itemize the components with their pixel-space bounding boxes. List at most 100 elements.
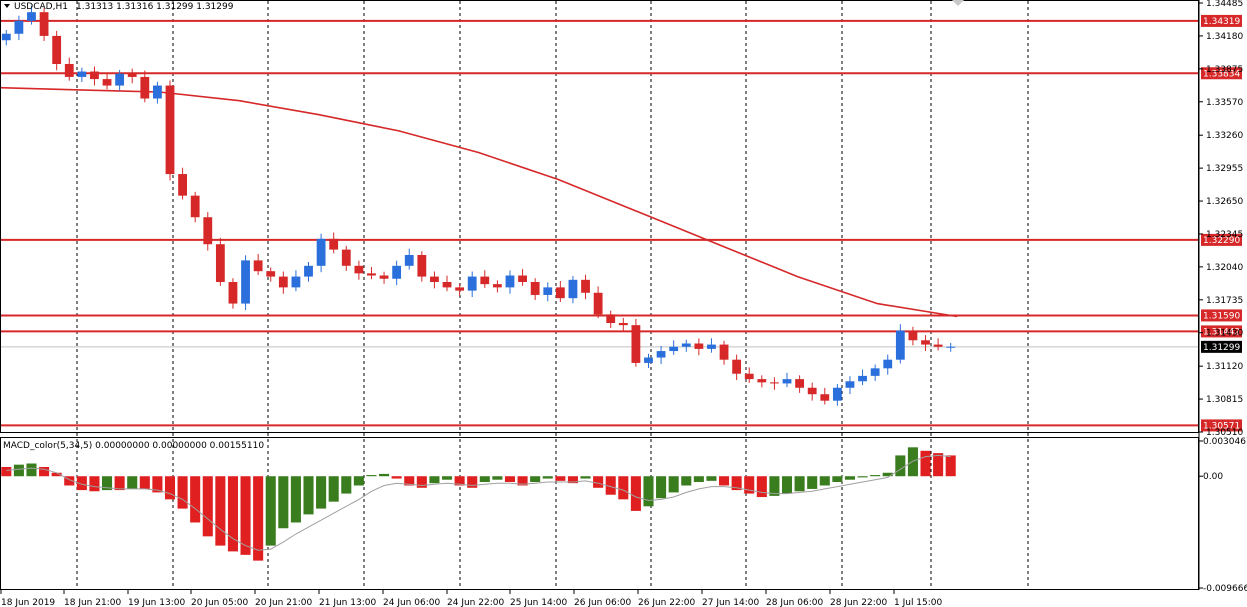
horizontal-levels[interactable]: 1.34319 1.33834 1.32290 1.31590 1.31442 1.305… bbox=[0, 14, 1242, 432]
candle-body bbox=[782, 379, 792, 384]
candle-body bbox=[27, 12, 36, 21]
candle-body bbox=[858, 375, 867, 382]
candle-body bbox=[530, 281, 540, 295]
macd-bar bbox=[643, 476, 654, 507]
macd-bar bbox=[794, 476, 805, 492]
candle-body bbox=[581, 279, 590, 293]
macd-bar bbox=[895, 455, 906, 477]
macd-bar bbox=[316, 476, 327, 509]
price-tick-label: 1.30510 bbox=[1206, 428, 1243, 438]
macd-bar bbox=[832, 476, 843, 483]
macd-bar bbox=[127, 476, 138, 489]
price-tick-label: 1.30815 bbox=[1206, 395, 1243, 405]
macd-bar bbox=[870, 475, 881, 477]
candle-body bbox=[606, 314, 616, 323]
candle-body bbox=[1, 33, 11, 41]
candle-body bbox=[278, 276, 288, 288]
candle-body bbox=[102, 79, 112, 86]
macd-bar bbox=[416, 476, 427, 488]
level-price-label: 1.30571 bbox=[1203, 421, 1240, 431]
macd-signal-line bbox=[6, 454, 951, 551]
macd-bar bbox=[504, 476, 516, 483]
candle-body bbox=[455, 287, 465, 291]
candle-body bbox=[908, 330, 918, 341]
macd-bar bbox=[64, 476, 75, 486]
price-tick-label: 1.34485 bbox=[1206, 0, 1243, 9]
time-tick-label: 21 Jun 13:00 bbox=[319, 598, 376, 607]
candle-body bbox=[241, 260, 250, 304]
time-tick-label: 26 Jun 06:00 bbox=[574, 598, 631, 607]
candle-body bbox=[656, 351, 666, 358]
time-tick-label: 27 Jun 14:00 bbox=[702, 598, 759, 607]
macd-bar bbox=[479, 476, 490, 483]
time-tick-label: 24 Jun 06:00 bbox=[383, 598, 440, 607]
price-tick-label: 1.33570 bbox=[1206, 98, 1243, 108]
macd-bar bbox=[441, 476, 453, 480]
current-price-label: 1.31299 bbox=[1203, 343, 1240, 353]
macd-bar bbox=[164, 476, 176, 500]
level-price-label: 1.33834 bbox=[1203, 69, 1240, 79]
candle-body bbox=[921, 340, 930, 345]
candle-body bbox=[845, 381, 855, 388]
candle-body bbox=[329, 238, 339, 250]
macd-bar bbox=[227, 476, 238, 552]
macd-bar bbox=[857, 476, 868, 478]
symbol-label[interactable]: USDCAD,H1 bbox=[14, 2, 68, 12]
macd-bar bbox=[807, 476, 818, 489]
candle-body bbox=[115, 73, 125, 86]
macd-bar bbox=[454, 476, 465, 486]
candle-body bbox=[832, 387, 842, 401]
macd-bar bbox=[1, 466, 12, 477]
macd-bar bbox=[253, 476, 264, 561]
level-price-tag bbox=[1201, 14, 1242, 27]
candle-body bbox=[341, 249, 351, 266]
candle-body bbox=[618, 322, 628, 326]
time-tick-label: 28 Jun 06:00 bbox=[766, 598, 823, 607]
level-price-label: 1.32290 bbox=[1203, 236, 1240, 246]
candle-body bbox=[140, 76, 150, 99]
macd-bar bbox=[391, 476, 402, 479]
level-price-tag bbox=[1201, 419, 1242, 432]
time-tick-label: 18 Jun 21:00 bbox=[64, 598, 121, 607]
macd-bar bbox=[366, 475, 377, 477]
candle-body bbox=[392, 265, 402, 279]
candle-body bbox=[480, 276, 490, 285]
price-tick-label: 1.32650 bbox=[1206, 197, 1243, 207]
macd-bar bbox=[681, 476, 692, 486]
price-tick-label: 1.31430 bbox=[1206, 329, 1243, 339]
macd-bar bbox=[404, 476, 415, 486]
macd-bar bbox=[429, 476, 440, 484]
time-tick-label: 26 Jun 22:00 bbox=[638, 598, 695, 607]
price-tick-label: 1.34180 bbox=[1206, 32, 1243, 42]
macd-panel-frame bbox=[0, 437, 1199, 590]
macd-bar bbox=[202, 476, 213, 537]
candle-body bbox=[367, 273, 376, 276]
macd-bar bbox=[190, 476, 201, 523]
macd-bar bbox=[920, 450, 931, 477]
level-price-tag bbox=[1201, 309, 1242, 322]
candle-body bbox=[946, 346, 956, 348]
macd-bar bbox=[605, 476, 616, 495]
macd-bar bbox=[517, 476, 528, 486]
macd-bar bbox=[240, 476, 251, 555]
macd-bar bbox=[177, 476, 188, 509]
macd-bar bbox=[51, 472, 62, 477]
macd-bar bbox=[467, 476, 478, 488]
symbol-dropdown-icon[interactable] bbox=[4, 4, 10, 8]
macd-bar bbox=[819, 476, 830, 486]
candle-body bbox=[568, 279, 578, 299]
macd-label: MACD_color(5,34,5) 0.00000000 0.00000000… bbox=[3, 441, 264, 451]
macd-bar bbox=[945, 455, 956, 477]
time-tick-label: 20 Jun 05:00 bbox=[191, 598, 248, 607]
macd-bar bbox=[39, 466, 50, 477]
candle-body bbox=[870, 368, 880, 376]
candle-body bbox=[732, 359, 742, 374]
candle-body bbox=[14, 20, 24, 34]
price-tick-label: 1.32955 bbox=[1206, 164, 1243, 174]
price-tick-label: 1.31120 bbox=[1206, 362, 1243, 372]
price-tick-label: 1.31735 bbox=[1206, 296, 1243, 306]
macd-axis: 0.0030467 0.00 -0.0096663 bbox=[1199, 437, 1247, 594]
time-tick-label: 1 Jul 15:00 bbox=[894, 598, 943, 607]
level-price-tag bbox=[1201, 233, 1242, 246]
